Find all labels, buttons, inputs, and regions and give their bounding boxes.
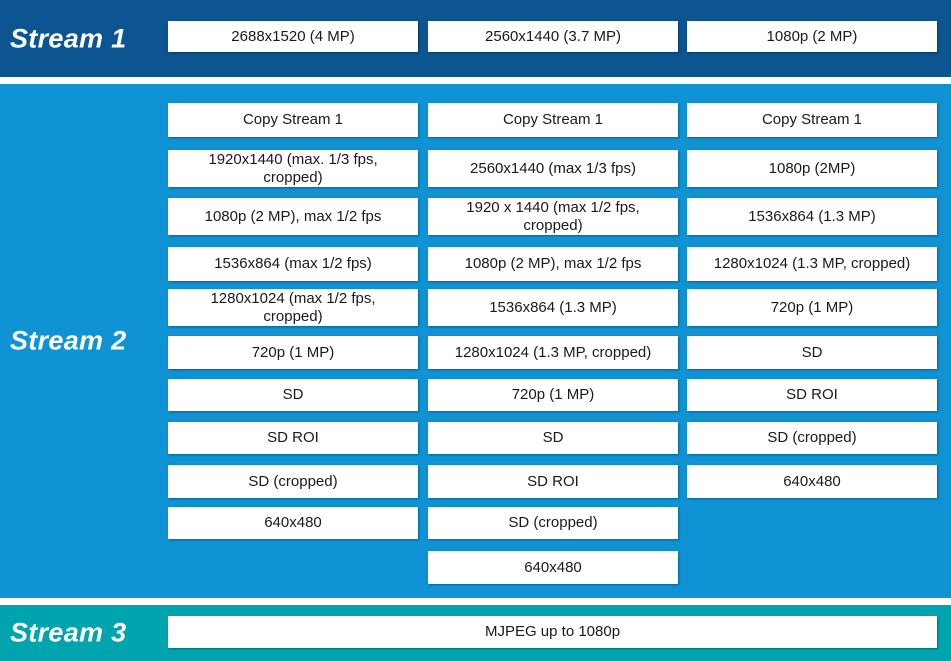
stream2-col3-option: SD ROI [687,379,937,411]
stream1-resolution-box: 2688x1520 (4 MP) [168,21,418,52]
stream1-band: Stream 1 2688x1520 (4 MP) 2560x1440 (3.7… [0,0,951,77]
stream2-col3-option: Copy Stream 1 [687,103,937,137]
stream2-col2-option: 1280x1024 (1.3 MP, cropped) [428,336,678,369]
stream2-col3-option: 1280x1024 (1.3 MP, cropped) [687,247,937,281]
stream2-col2-option: Copy Stream 1 [428,103,678,137]
stream2-col2-option: 720p (1 MP) [428,379,678,411]
stream2-col1-option: 1536x864 (max 1/2 fps) [168,247,418,281]
stream2-col2-option: 640x480 [428,551,678,584]
stream2-col3-option: SD [687,336,937,369]
stream1-resolution-box: 2560x1440 (3.7 MP) [428,21,678,52]
stream2-col3-option: 720p (1 MP) [687,289,937,326]
stream2-col3-option: SD (cropped) [687,422,937,454]
stream3-label: Stream 3 [10,617,127,648]
stream2-label: Stream 2 [10,325,127,356]
stream3-band: Stream 3 MJPEG up to 1080p [0,605,951,661]
stream2-col1-option: 720p (1 MP) [168,336,418,369]
stream2-band: Stream 2 Copy Stream 1 1920x1440 (max. 1… [0,84,951,598]
stream2-col1-option: SD ROI [168,422,418,454]
stream2-col2-option: 2560x1440 (max 1/3 fps) [428,150,678,187]
stream2-col1-option: 1080p (2 MP), max 1/2 fps [168,198,418,235]
stream2-col2-option: 1920 x 1440 (max 1/2 fps, cropped) [428,198,678,235]
stream2-col1-option: 1920x1440 (max. 1/3 fps, cropped) [168,150,418,187]
stream2-col2-option: SD ROI [428,465,678,498]
stream2-col2-option: 1536x864 (1.3 MP) [428,289,678,326]
stream1-label: Stream 1 [10,23,127,53]
stream2-col2-option: SD [428,422,678,454]
stream2-col2-option: 1080p (2 MP), max 1/2 fps [428,247,678,281]
stream1-resolution-box: 1080p (2 MP) [687,21,937,52]
stream2-col3-option: 1536x864 (1.3 MP) [687,198,937,235]
stream2-col1-option: Copy Stream 1 [168,103,418,137]
stream2-col1-option: SD (cropped) [168,465,418,498]
stream2-col1-option: 640x480 [168,507,418,539]
stream2-col2-option: SD (cropped) [428,507,678,539]
stream2-col1-option: SD [168,379,418,411]
stream2-col1-option: 1280x1024 (max 1/2 fps, cropped) [168,289,418,326]
stream2-col3-option: 640x480 [687,465,937,498]
stream2-col3-option: 1080p (2MP) [687,150,937,187]
stream3-format-box: MJPEG up to 1080p [168,616,937,648]
